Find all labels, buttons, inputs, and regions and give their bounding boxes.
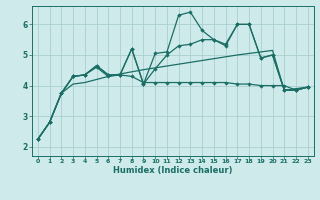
X-axis label: Humidex (Indice chaleur): Humidex (Indice chaleur) — [113, 166, 233, 175]
